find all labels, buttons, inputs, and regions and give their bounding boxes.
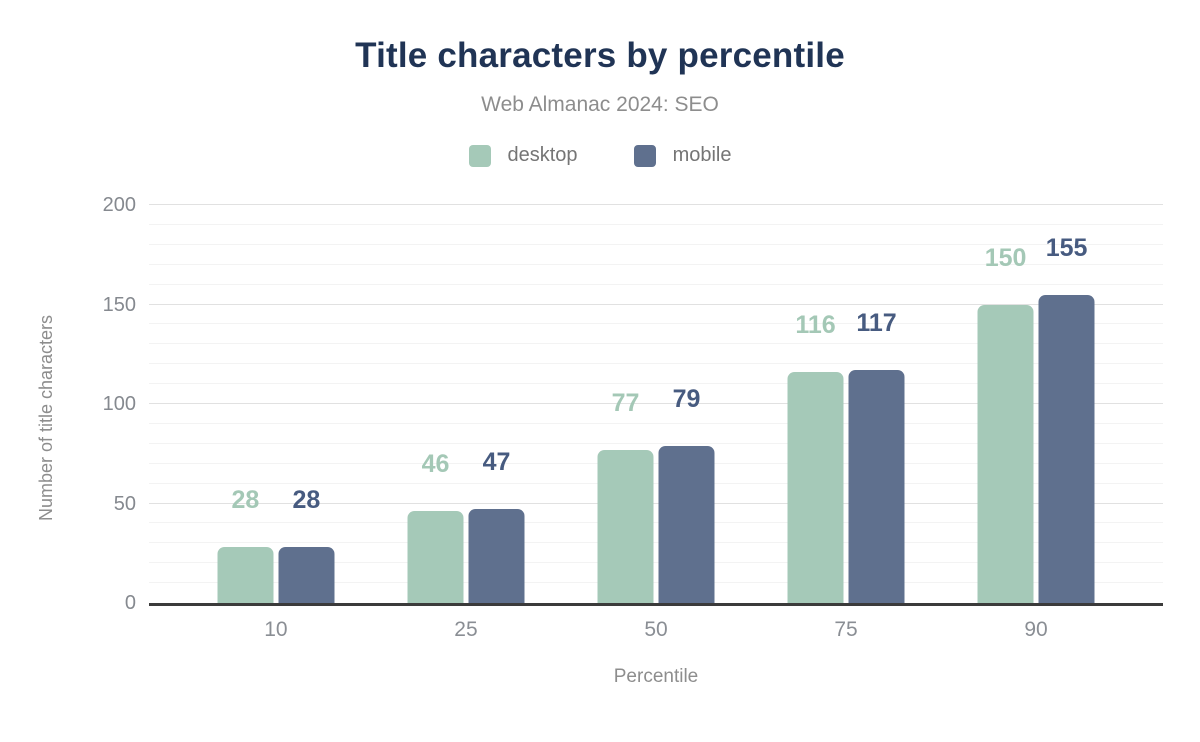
y-tick-label: 200 <box>102 194 136 216</box>
chart-title: Title characters by percentile <box>355 36 845 75</box>
desktop-bar-p75: 116 <box>787 313 844 603</box>
gridline <box>149 562 1163 564</box>
legend: desktop mobile <box>0 144 1200 167</box>
gridline <box>149 383 1163 385</box>
desktop-value-label-p90: 150 <box>984 243 1027 272</box>
legend-item-mobile: mobile <box>633 144 732 167</box>
x-axis-title: Percentile <box>613 666 699 687</box>
mobile-bar-p75: 117 <box>848 311 905 603</box>
desktop-bar-p10: 28 <box>217 488 274 603</box>
y-tick-label: 0 <box>124 592 136 614</box>
desktop-bar-p50: 77 <box>597 390 654 603</box>
x-tick-label: 90 <box>1024 618 1048 641</box>
bar-group-p90: 150 155 <box>977 205 1095 603</box>
chart-subtitle: Web Almanac 2024: SEO <box>481 93 719 116</box>
mobile-bar-p25: 47 <box>468 450 525 603</box>
plot-area: Percentile 0 50 100 150 200 28 28 10 46 47 25 77 79 5… <box>103 195 1163 686</box>
x-tick-label: 10 <box>264 618 288 641</box>
bar-group-p10: 28 28 <box>217 205 335 603</box>
gridline <box>149 502 1163 504</box>
bar-group-p75: 116 117 <box>787 205 905 603</box>
mobile-value-label-p75: 117 <box>856 309 897 338</box>
desktop-swatch-icon <box>468 144 491 167</box>
desktop-bar-p90: 150 <box>977 245 1034 603</box>
gridline <box>149 422 1163 424</box>
mobile-bar-p10: 28 <box>278 488 335 603</box>
y-axis-title: Number of title characters <box>36 314 56 522</box>
gridline <box>149 482 1163 484</box>
gridline <box>149 204 1163 205</box>
gridline <box>149 283 1163 285</box>
mobile-value-label-p50: 79 <box>672 384 701 413</box>
legend-label-mobile: mobile <box>672 144 732 166</box>
desktop-value-label-p50: 77 <box>611 388 640 417</box>
gridline <box>149 343 1163 345</box>
bar-group-p25: 46 47 <box>407 205 525 603</box>
gridline <box>149 243 1163 245</box>
desktop-bar-p25: 46 <box>407 452 464 603</box>
x-tick-label: 75 <box>834 618 858 641</box>
mobile-value-label-p25: 47 <box>482 448 511 477</box>
mobile-bar-p90: 155 <box>1038 235 1095 603</box>
gridline <box>149 323 1163 325</box>
legend-label-desktop: desktop <box>507 144 578 166</box>
gridline <box>149 263 1163 265</box>
gridline <box>149 542 1163 544</box>
legend-item-desktop: desktop <box>468 144 578 167</box>
gridline <box>149 462 1163 464</box>
x-tick-label: 50 <box>644 618 668 641</box>
mobile-value-label-p90: 155 <box>1045 233 1088 262</box>
y-tick-label: 100 <box>102 393 136 415</box>
desktop-value-label-p75: 116 <box>795 311 836 340</box>
y-tick-label: 150 <box>102 293 136 316</box>
desktop-value-label-p10: 28 <box>231 486 260 515</box>
gridline <box>149 363 1163 365</box>
bar-group-p50: 77 79 <box>597 205 715 603</box>
desktop-value-label-p25: 46 <box>421 450 450 479</box>
x-tick-label: 25 <box>454 618 478 641</box>
gridline <box>149 522 1163 524</box>
gridline <box>149 303 1163 305</box>
y-tick-label: 50 <box>113 492 136 515</box>
gridline <box>149 582 1163 584</box>
mobile-bar-p50: 79 <box>658 386 715 603</box>
mobile-swatch-icon <box>633 144 656 167</box>
gridline <box>149 223 1163 225</box>
gridline <box>149 442 1163 444</box>
gridline <box>149 403 1163 404</box>
mobile-value-label-p10: 28 <box>292 486 321 515</box>
